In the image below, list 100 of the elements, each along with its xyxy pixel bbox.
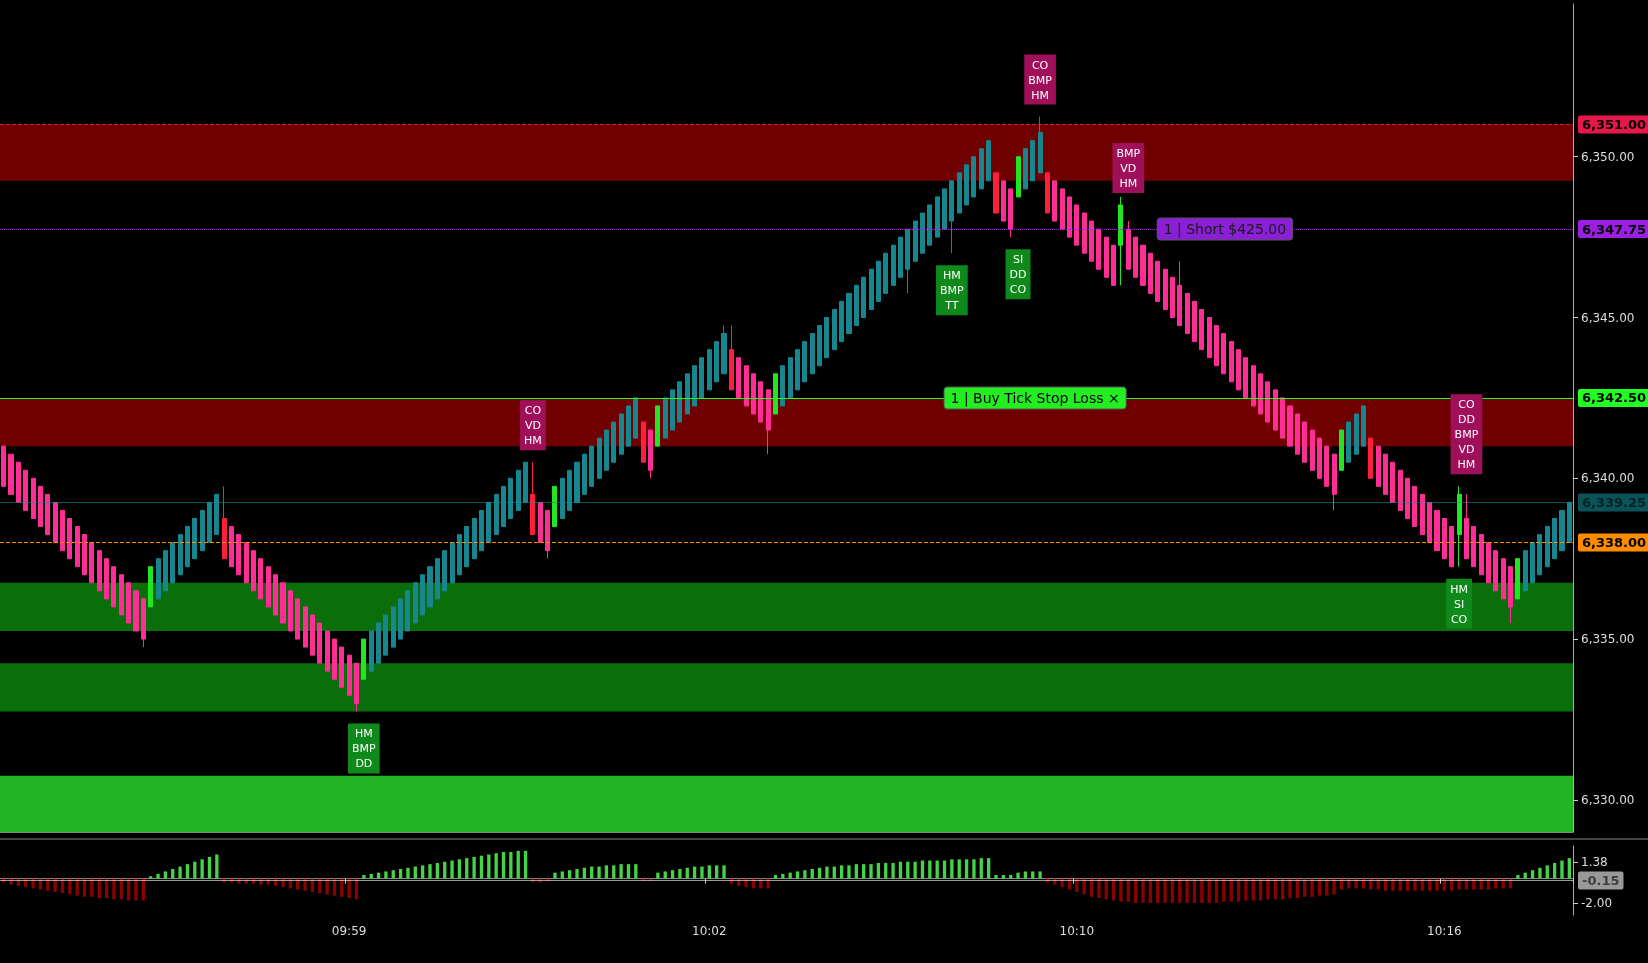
bar	[707, 865, 711, 879]
y-tick-label: 6,335.00	[1581, 632, 1635, 647]
y-tick-label: 1.38	[1581, 854, 1608, 869]
candlestick	[1243, 357, 1248, 399]
bar	[1310, 878, 1314, 897]
bar	[75, 878, 79, 896]
bar	[825, 866, 829, 879]
bar	[590, 866, 594, 879]
candlestick	[935, 196, 940, 238]
candlestick	[1412, 485, 1417, 528]
candlestick	[692, 365, 697, 407]
annotation: CO BMP HM	[1028, 58, 1053, 102]
candlestick	[1236, 349, 1241, 391]
bar	[1089, 878, 1094, 897]
bar	[362, 875, 366, 879]
bar	[1450, 878, 1454, 891]
candlestick	[707, 349, 712, 391]
bar	[1097, 878, 1101, 899]
candlestick	[810, 333, 815, 375]
y-tick-label: -2.00	[1581, 895, 1613, 910]
candlestick	[310, 614, 315, 656]
bar	[178, 866, 182, 879]
candlestick	[552, 485, 557, 528]
candlestick	[1287, 405, 1293, 447]
candlestick	[663, 397, 668, 439]
bar	[1538, 867, 1542, 879]
candlestick	[67, 517, 72, 560]
bar	[1053, 878, 1057, 885]
bar	[494, 853, 498, 879]
bar	[1332, 878, 1336, 895]
bar	[53, 878, 57, 892]
bar	[1398, 878, 1402, 891]
candlestick	[795, 349, 800, 391]
annotation: HM BMP TT	[940, 269, 965, 313]
ref-line-label: 6,347.75	[1582, 221, 1647, 237]
bar	[553, 872, 557, 879]
candlestick	[619, 413, 624, 455]
candlestick	[1016, 156, 1021, 198]
bar	[928, 860, 932, 879]
annotation: CO VD HM	[524, 404, 542, 448]
bar	[185, 864, 190, 879]
bar	[347, 878, 351, 899]
bar	[715, 865, 719, 879]
bar	[465, 858, 469, 879]
bar	[795, 871, 800, 879]
bar	[1163, 878, 1167, 903]
bar	[251, 878, 256, 884]
candlestick	[1163, 268, 1168, 310]
candlestick	[1515, 558, 1520, 600]
candlestick	[957, 172, 962, 214]
candlestick	[1140, 244, 1146, 286]
x-tick-label: 10:16	[1427, 924, 1462, 938]
candlestick	[1302, 421, 1307, 463]
bar	[149, 876, 153, 879]
bar	[398, 869, 403, 879]
candlestick	[53, 501, 58, 544]
bar	[1428, 878, 1432, 891]
candlestick	[1442, 517, 1447, 560]
bar	[1244, 878, 1248, 901]
bar	[1236, 878, 1241, 902]
ref-line-label: 6,351.00	[1582, 117, 1647, 133]
candlestick	[89, 542, 94, 584]
bar	[1405, 878, 1410, 891]
candlestick	[303, 606, 308, 648]
candlestick	[398, 598, 403, 640]
candlestick	[1457, 485, 1462, 568]
bar	[303, 878, 307, 891]
candlestick	[501, 485, 506, 528]
bar	[575, 869, 579, 879]
bar	[340, 878, 344, 897]
y-tick-label: 6,330.00	[1581, 792, 1635, 807]
bar	[950, 859, 954, 879]
candlestick	[677, 381, 682, 423]
candlestick	[1251, 365, 1256, 407]
candlestick	[97, 550, 102, 592]
bar	[612, 865, 616, 879]
annotation: SI DD CO	[1009, 253, 1027, 297]
bar	[685, 867, 689, 879]
candlestick	[1376, 445, 1381, 487]
candlestick	[920, 212, 925, 254]
candlestick	[486, 501, 491, 544]
candlestick	[949, 180, 954, 254]
bar	[156, 873, 160, 879]
candlestick	[1060, 188, 1065, 230]
candlestick	[141, 598, 146, 648]
bar	[854, 864, 858, 879]
candlestick	[993, 172, 999, 214]
bar	[384, 871, 388, 879]
bar	[604, 865, 609, 879]
candlestick	[1023, 148, 1028, 190]
candlestick	[788, 357, 793, 399]
candlestick	[450, 542, 455, 584]
candlestick	[1001, 180, 1006, 222]
bar	[1325, 878, 1329, 896]
candlestick	[802, 341, 807, 383]
candlestick	[721, 325, 727, 375]
bar	[1156, 878, 1160, 903]
candlestick	[942, 188, 947, 230]
bar	[884, 862, 888, 879]
candlestick	[1559, 509, 1565, 552]
